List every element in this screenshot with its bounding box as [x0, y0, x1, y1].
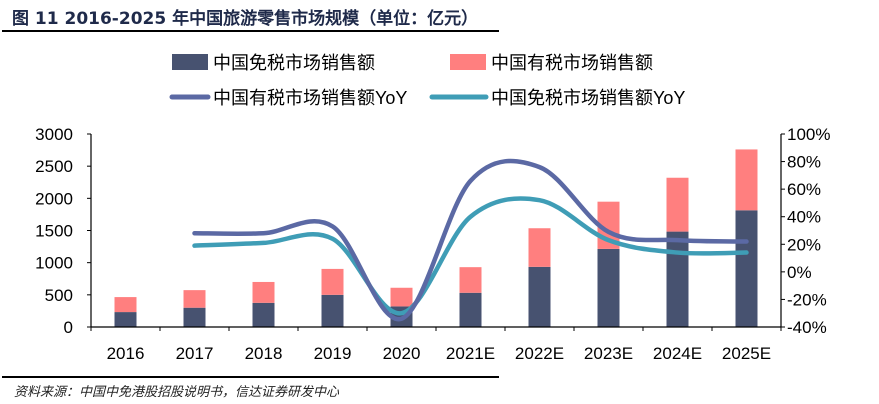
bar-duty-free-2024E [666, 231, 689, 327]
x-tick-label: 2023E [584, 344, 633, 363]
legend-label-duty-paid-yoy: 中国有税市场销售额YoY [213, 88, 407, 108]
legend-label-duty-free: 中国免税市场销售额 [213, 53, 375, 73]
bar-duty-paid-2025E [735, 149, 758, 211]
legend-label-duty-free-yoy: 中国免税市场销售额YoY [491, 88, 685, 108]
right-tick-label: 60% [787, 180, 821, 199]
x-tick-label: 2016 [107, 344, 145, 363]
bar-duty-free-2021E [459, 292, 482, 327]
bar-duty-paid-2016 [114, 297, 137, 313]
legend-label-duty-paid: 中国有税市场销售额 [491, 53, 653, 73]
right-tick-label: 0% [787, 263, 812, 282]
right-tick-label: 40% [787, 208, 821, 227]
source-note: 资料来源：中国中免港股招股说明书，信达证券研发中心 [14, 385, 340, 400]
bar-duty-paid-2017 [183, 290, 206, 308]
right-tick-label: 80% [787, 153, 821, 172]
x-tick-label: 2020 [383, 344, 421, 363]
bar-duty-free-2019 [321, 294, 344, 327]
x-tick-label: 2022E [515, 344, 564, 363]
left-tick-label: 0 [64, 318, 73, 337]
bar-duty-paid-2020 [390, 287, 413, 307]
bar-duty-free-2017 [183, 307, 206, 327]
left-tick-label: 1000 [35, 254, 73, 273]
right-tick-label: 100% [787, 125, 830, 144]
bar-duty-paid-2018 [252, 281, 275, 303]
bar-duty-paid-2019 [321, 268, 344, 295]
title-divider [2, 30, 499, 32]
bar-duty-free-2018 [252, 302, 275, 327]
left-tick-label: 1500 [35, 222, 73, 241]
legend-swatch-duty-paid [450, 54, 486, 70]
left-tick-label: 3000 [35, 125, 73, 144]
bar-duty-paid-2021E [459, 267, 482, 293]
bar-duty-free-2025E [735, 210, 758, 327]
x-tick-label: 2018 [245, 344, 283, 363]
left-tick-label: 2000 [35, 189, 73, 208]
bar-duty-free-2023E [597, 248, 620, 327]
right-tick-label: 20% [787, 235, 821, 254]
line-duty-free-yoy [192, 196, 749, 316]
figure-title: 图 11 2016-2025 年中国旅游零售市场规模（单位：亿元） [12, 9, 479, 29]
x-tick-label: 2017 [176, 344, 214, 363]
bar-duty-free-2022E [528, 266, 551, 327]
source-divider [2, 376, 499, 378]
right-tick-label: -40% [787, 318, 827, 337]
bar-duty-free-2016 [114, 312, 137, 327]
bar-duty-paid-2024E [666, 177, 689, 232]
left-tick-label: 500 [45, 286, 73, 305]
x-tick-label: 2019 [314, 344, 352, 363]
legend-swatch-duty-free [172, 54, 208, 70]
x-tick-label: 2024E [653, 344, 702, 363]
x-tick-label: 2021E [446, 344, 495, 363]
right-tick-label: -20% [787, 290, 827, 309]
legend: 中国免税市场销售额 中国有税市场销售额 中国有税市场销售额YoY 中国免税市场销… [169, 53, 685, 108]
x-tick-label: 2025E [722, 344, 771, 363]
left-tick-label: 2500 [35, 157, 73, 176]
line-duty-paid-yoy [192, 158, 749, 322]
bar-duty-paid-2022E [528, 228, 551, 267]
